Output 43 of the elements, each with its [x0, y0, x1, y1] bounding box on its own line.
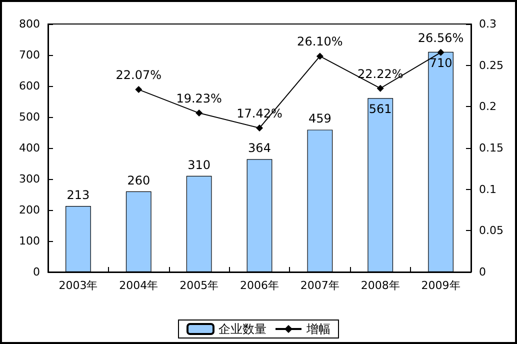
y2-tick-label: 0	[479, 266, 486, 278]
data-label: 260	[127, 173, 150, 188]
y2-tick-label: 0.2	[479, 100, 496, 114]
legend-label: 增幅	[306, 322, 330, 336]
x-tick-label: 2007年	[300, 279, 340, 292]
point	[437, 48, 444, 56]
point	[316, 52, 324, 60]
x-tick-label: 2004年	[119, 279, 158, 292]
y-tick-label: 100	[19, 234, 40, 248]
y-tick-label: 400	[19, 142, 40, 154]
y-tick-label: 600	[19, 80, 40, 92]
data-label: 561	[368, 102, 392, 116]
data-label: 26.10%	[297, 34, 343, 49]
data-label: 459	[308, 112, 332, 126]
point	[135, 86, 142, 94]
data-label: 310	[188, 158, 211, 172]
x-tick-label: 2003年	[58, 279, 98, 292]
legend-label: 企业数量	[218, 322, 266, 336]
data-label: 19.23%	[176, 92, 222, 106]
data-label: 26.56%	[418, 30, 464, 45]
y-tick-label: 500	[19, 110, 40, 124]
y2-tick-label: 0.05	[479, 224, 504, 238]
data-label: 364	[248, 141, 271, 156]
y-tick-label: 700	[19, 48, 40, 62]
y2-tick-label: 0.25	[479, 58, 504, 72]
x-tick-label: 2006年	[240, 279, 279, 292]
point	[376, 84, 384, 92]
x-tick-label: 2009年	[421, 279, 460, 292]
data-label: 213	[66, 188, 90, 202]
x-tick-label: 2005年	[180, 279, 219, 292]
y2-tick-label: 0.1	[479, 182, 496, 196]
point	[196, 110, 203, 117]
y-tick-label: 300	[19, 172, 40, 186]
data-label: 22.22%	[357, 66, 404, 81]
y2-tick-label: 0.15	[479, 142, 504, 154]
y-tick-label: 0	[33, 266, 40, 278]
y2-tick-label: 0.3	[479, 18, 496, 30]
point	[256, 124, 263, 132]
y-tick-label: 800	[19, 18, 40, 30]
y-tick-label: 200	[19, 204, 40, 216]
x-tick-label: 2008年	[360, 279, 400, 292]
data-label: 22.07%	[116, 68, 162, 82]
data-label: 710	[429, 56, 452, 70]
